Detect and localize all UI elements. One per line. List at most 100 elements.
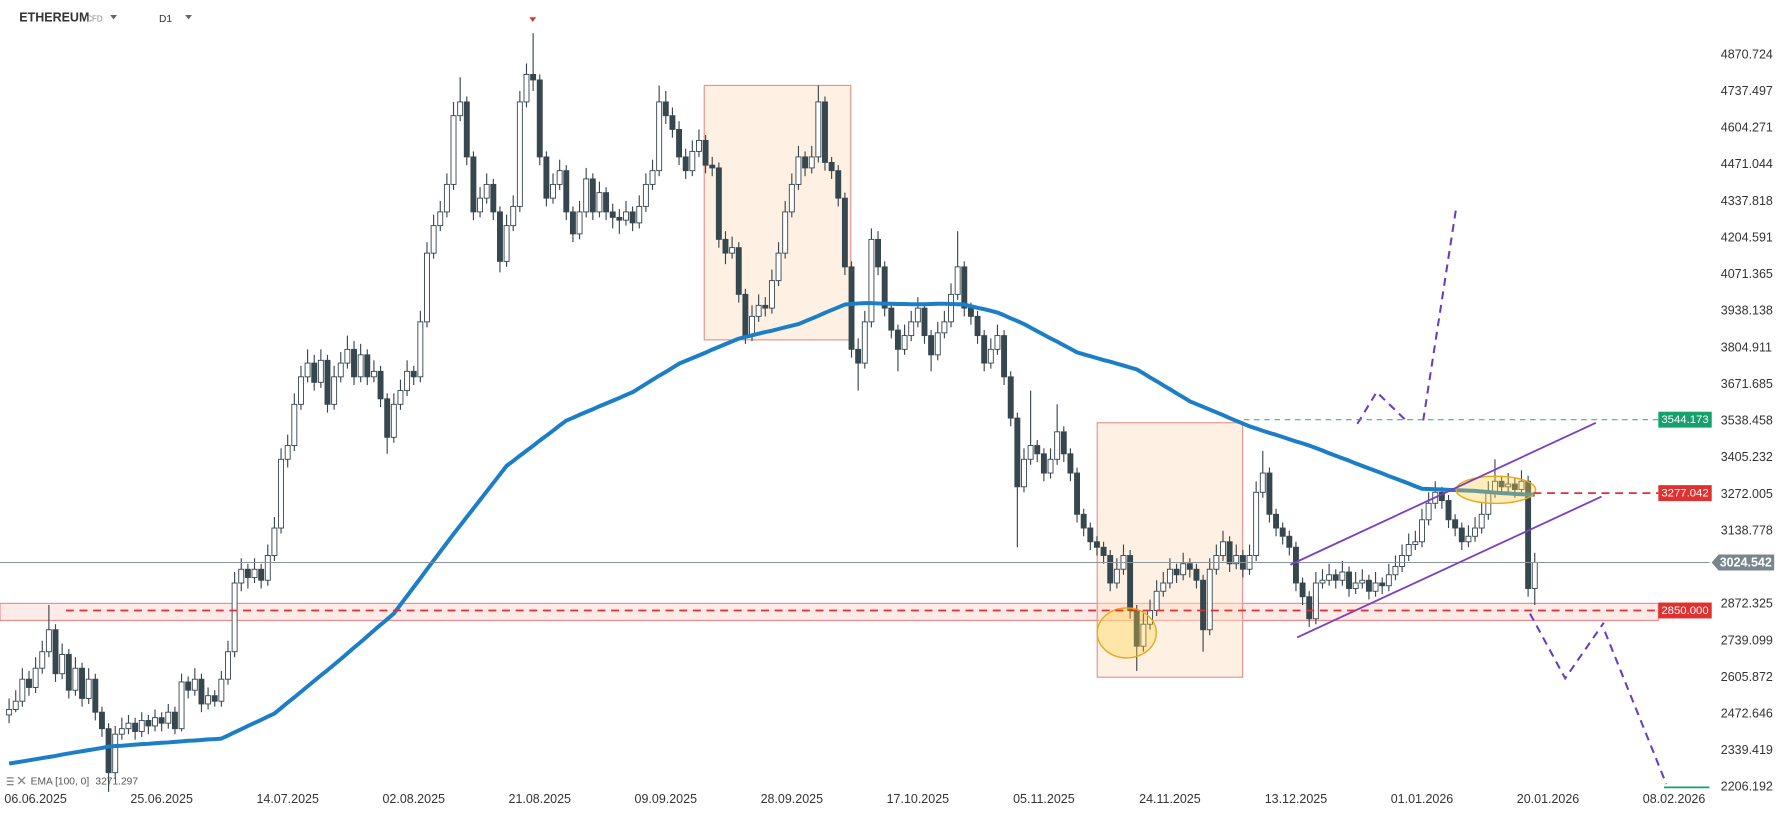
candle-body [894,329,901,350]
channel-line [1289,421,1597,566]
y-tick-label: 3272.005 [1721,487,1773,501]
candle-body [225,651,231,680]
candle-body [1153,590,1160,611]
projection-line [1422,207,1458,421]
candle-body [1193,568,1200,581]
candle-body [1365,579,1372,592]
y-tick-label: 4870.724 [1721,47,1773,61]
candle-body [1445,500,1452,521]
candle-body [1312,582,1319,620]
y-tick-label: 2339.419 [1721,743,1773,757]
indicator-name: EMA [100, 0] [31,776,90,787]
x-tick-label: 25.06.2025 [130,792,193,806]
candle-body [258,568,265,581]
candle-body [112,733,119,774]
candle-body [39,651,46,669]
candle-body [1034,445,1041,455]
candle-body [271,527,278,556]
candle-body [788,183,795,213]
y-tick-label: 4471.044 [1721,157,1773,171]
candle-body [1007,376,1014,419]
candle-body [1140,623,1147,647]
projection-line [1603,631,1668,785]
candle-body [589,178,596,213]
candle-body [437,211,444,227]
dropdown-arrow[interactable] [110,14,117,20]
channel-line [1296,495,1602,639]
candle-body [768,280,775,309]
candle-body [808,156,815,169]
candle-body [616,216,623,221]
candle-body [238,568,245,584]
indicator-value: 3271.297 [95,776,138,787]
candle-body [1359,579,1366,584]
candle-body [755,304,762,317]
candle-body [715,167,722,240]
candle-body [1306,596,1313,620]
candle-body [1292,546,1299,584]
candle-body [868,238,875,323]
y-tick-label: 3938.138 [1721,304,1773,318]
close-icon[interactable] [17,776,26,785]
candle-body [709,164,716,169]
candle-body [390,403,397,438]
candle-body [762,304,769,309]
level-label: 3544.173 [1661,414,1708,426]
candle-body [26,678,32,688]
candle-body [722,238,729,254]
y-tick-label: 3538.458 [1721,414,1773,428]
candle-body [1299,582,1306,598]
timeframe[interactable]: D1 [159,14,172,25]
highlight-ellipse [1096,607,1157,659]
candle-body [430,225,437,254]
candle-body [138,719,145,732]
candle-body [782,211,789,254]
candle-body [370,370,377,378]
candle-body [118,728,125,735]
candle-body [1372,582,1379,592]
menu-icon[interactable] [6,780,14,782]
candle-body [536,79,543,158]
candle-body [848,266,855,350]
candle-body [1518,480,1525,490]
menu-icon[interactable] [6,777,14,779]
candle-body [914,307,921,323]
candle-body [841,197,848,268]
candle-body [125,722,132,730]
candle-body [145,719,152,727]
candle-body [410,370,417,378]
x-tick-label: 24.11.2025 [1139,792,1201,806]
candle-body [961,266,968,309]
candle-body [603,192,610,213]
candle-body [1346,571,1352,589]
candle-body [682,156,689,172]
menu-icon[interactable] [6,783,14,786]
candle-body [165,711,172,724]
candle-body [1405,544,1412,556]
candle-body [662,101,669,117]
x-tick-label: 02.08.2025 [382,792,445,806]
candle-body [516,101,523,207]
candle-body [954,266,961,295]
candle-body [1399,555,1406,567]
candle-body [987,348,994,364]
candle-body [888,307,895,331]
candle-body [1180,563,1187,576]
candle-body [1379,582,1386,587]
candle-body [450,115,457,185]
candle-body [1087,527,1094,543]
candle-body [609,211,616,218]
symbol-name[interactable]: ETHEREUM [19,11,89,25]
candle-body [384,398,391,438]
y-tick-label: 2472.646 [1721,707,1773,721]
dropdown-arrow[interactable] [185,14,192,20]
y-tick-label: 4204.591 [1721,230,1773,244]
candle-body [1259,472,1266,493]
candle-body [457,101,464,117]
candle-body [629,211,636,224]
candle-body [251,568,258,578]
candle-body [1001,335,1008,378]
x-tick-label: 08.02.2026 [1643,792,1706,806]
y-tick-label: 4604.271 [1721,121,1773,135]
y-tick-label: 2206.192 [1721,780,1773,794]
